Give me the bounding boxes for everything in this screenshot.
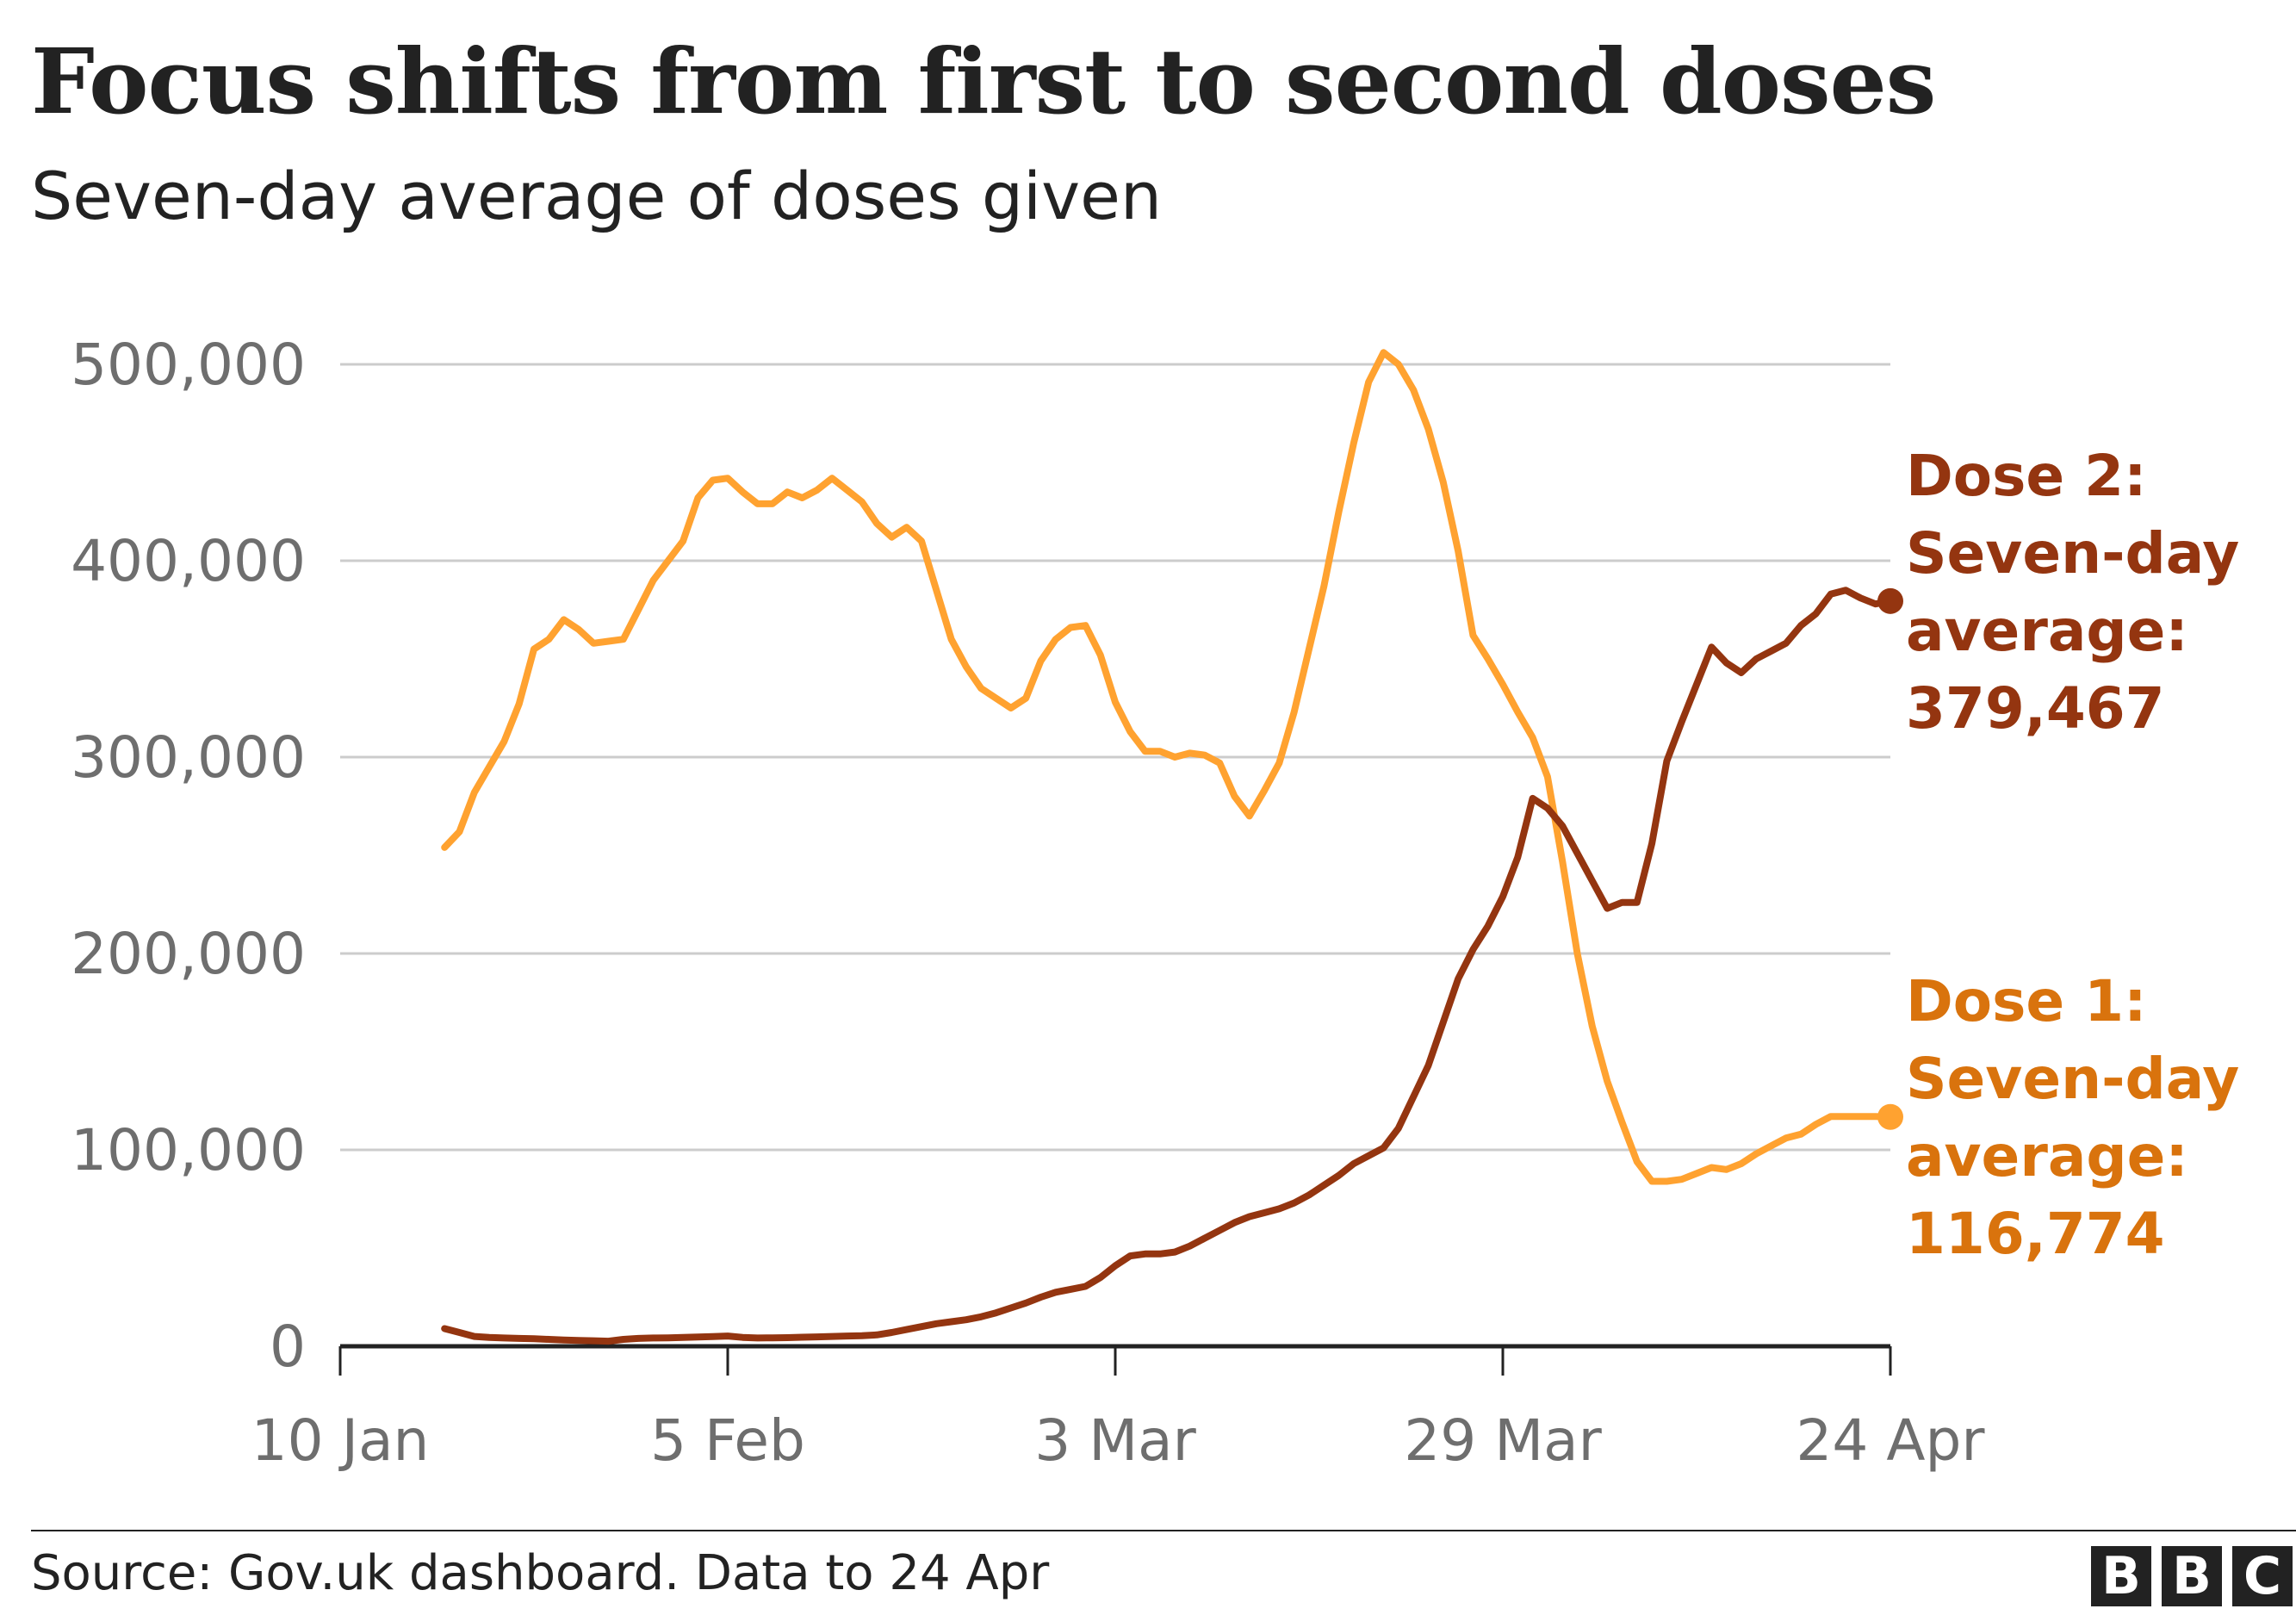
bbc-logo-letter-c: C: [2232, 1546, 2293, 1606]
x-tick-label-3-mar: 3 Mar: [1034, 1407, 1196, 1474]
bbc-logo: B B C: [2091, 1546, 2293, 1606]
series-line-dose-2: [441, 587, 1894, 1345]
x-tick-label-10-jan: 10 Jan: [251, 1407, 430, 1474]
x-tick-label-24-apr: 24 Apr: [1796, 1407, 1985, 1474]
end-label-dose-1: Dose 1: Seven-day average: 116,774: [1906, 968, 2239, 1267]
footer-divider: [31, 1530, 2296, 1531]
bbc-logo-letter-b2: B: [2162, 1546, 2222, 1606]
chart-title: Focus shifts from first to second doses: [31, 28, 1936, 134]
y-axis-ticks: 0 100,000 200,000 300,000 400,000 500,000: [71, 332, 306, 1380]
chart-subtitle: Seven-day average of doses given: [31, 158, 1163, 234]
y-tick-label-300000: 300,000: [71, 724, 306, 791]
end-label-dose-2: Dose 2: Seven-day average: 379,467: [1906, 443, 2239, 742]
gridlines: [340, 363, 1890, 1152]
series-lines: [441, 349, 1903, 1345]
y-tick-label-400000: 400,000: [71, 528, 306, 594]
bbc-logo-letter-b1: B: [2091, 1546, 2151, 1606]
y-tick-label-500000: 500,000: [71, 332, 306, 398]
end-labels: Dose 1: Seven-day average: 116,774 Dose 2: Se…: [1906, 443, 2239, 1267]
x-tick-label-29-mar: 29 Mar: [1404, 1407, 1602, 1474]
y-tick-label-0: 0: [270, 1314, 306, 1380]
x-tick-label-5-feb: 5 Feb: [650, 1407, 805, 1474]
x-axis: 10 Jan 5 Feb 3 Mar 29 Mar 24 Apr: [251, 1344, 1985, 1474]
series-line-dose-1: [441, 349, 1894, 1185]
line-chart: 0 100,000 200,000 300,000 400,000 500,000 10 …: [71, 332, 2239, 1474]
series-end-point-dose-1: [1877, 1103, 1903, 1130]
y-tick-label-200000: 200,000: [71, 921, 306, 987]
source-note: Source: Gov.uk dashboard. Data to 24 Apr: [31, 1545, 1050, 1601]
y-tick-label-100000: 100,000: [71, 1117, 306, 1183]
series-end-point-dose-2: [1877, 587, 1903, 614]
